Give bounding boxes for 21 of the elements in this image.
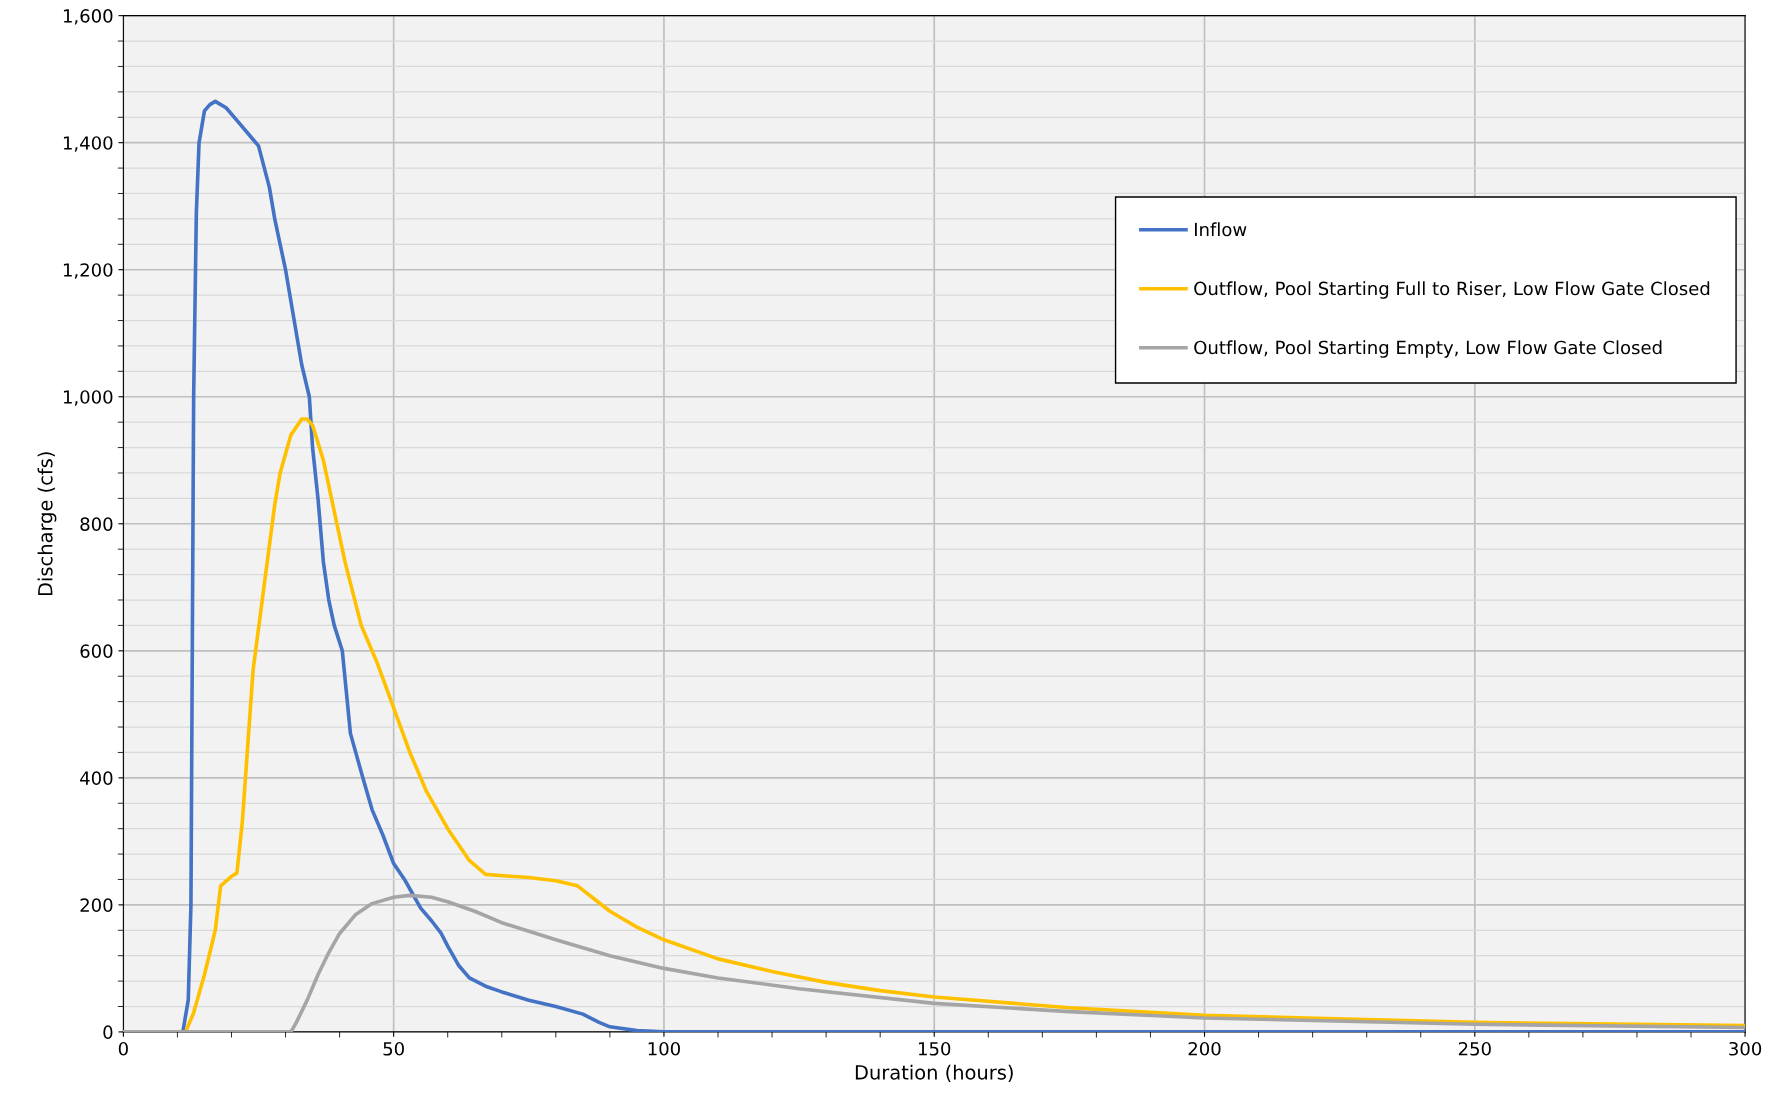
y-tick-label: 800 — [80, 517, 113, 531]
legend-label: Outflow, Pool Starting Empty, Low Flow Gate Closed — [1194, 340, 1662, 358]
x-tick-label: 0 — [118, 1041, 128, 1056]
legend-label: Outflow, Pool Starting Full to Riser, Low Flow Gate Closed — [1194, 281, 1710, 299]
y-tick-label: 0 — [103, 1025, 113, 1040]
x-tick-label: 200 — [1188, 1041, 1221, 1056]
y-tick-label: 1,600 — [63, 9, 113, 25]
legend-label: Inflow — [1194, 222, 1247, 237]
x-tick-label: 100 — [648, 1041, 680, 1056]
y-tick-label: 200 — [80, 898, 113, 912]
x-axis-title: Duration (hours) — [855, 1064, 1013, 1083]
x-tick-label: 250 — [1458, 1041, 1491, 1056]
y-tick-label: 1,200 — [63, 263, 113, 279]
y-axis-title: Discharge (cfs) — [37, 452, 57, 596]
x-tick-label: 300 — [1729, 1041, 1762, 1056]
y-tick-label: 600 — [80, 644, 113, 658]
x-tick-label: 50 — [383, 1041, 404, 1056]
x-tick-label: 150 — [918, 1041, 951, 1056]
y-tick-label: 1,400 — [63, 136, 113, 152]
y-tick-label: 1,000 — [63, 390, 113, 406]
y-tick-label: 400 — [80, 771, 113, 785]
